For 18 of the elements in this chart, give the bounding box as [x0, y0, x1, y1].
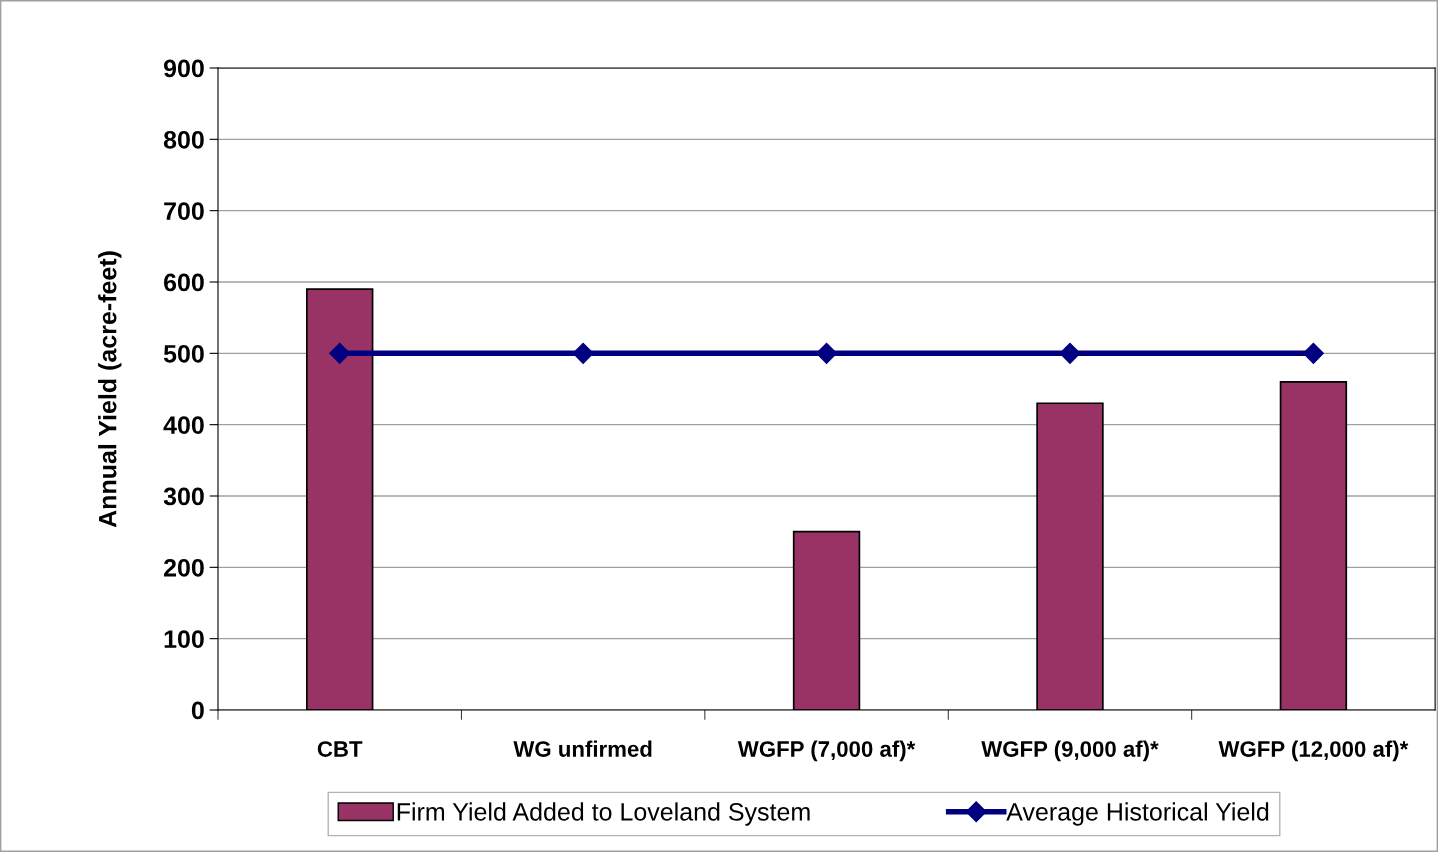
y-axis-title: Annual Yield (acre-feet)	[98, 251, 122, 528]
x-tick-label: CBT	[317, 741, 363, 757]
y-tick-label: 200	[163, 558, 204, 577]
x-tick-label: WGFP (9,000 af)*	[981, 740, 1159, 762]
x-tick-label: WG unfirmed	[513, 740, 652, 757]
y-tick-label: 100	[164, 630, 204, 648]
y-tick-label: 0	[191, 701, 204, 720]
y-tick-label: 400	[163, 416, 204, 434]
x-tick-label: WGFP (12,000 af)*	[1218, 740, 1409, 762]
legend-label: Average Historical Yield	[1006, 802, 1269, 826]
y-tick-label: 900	[163, 59, 204, 78]
y-tick-label: 800	[163, 130, 204, 149]
legend-label: Firm Yield Added to Loveland System	[397, 802, 810, 826]
y-tick-label: 600	[164, 273, 204, 292]
x-tick-label: WGFP (7,000 af)*	[737, 740, 916, 762]
y-tick-label: 300	[163, 487, 204, 506]
y-tick-label: 500	[163, 344, 204, 363]
y-tick-label: 700	[164, 202, 204, 220]
